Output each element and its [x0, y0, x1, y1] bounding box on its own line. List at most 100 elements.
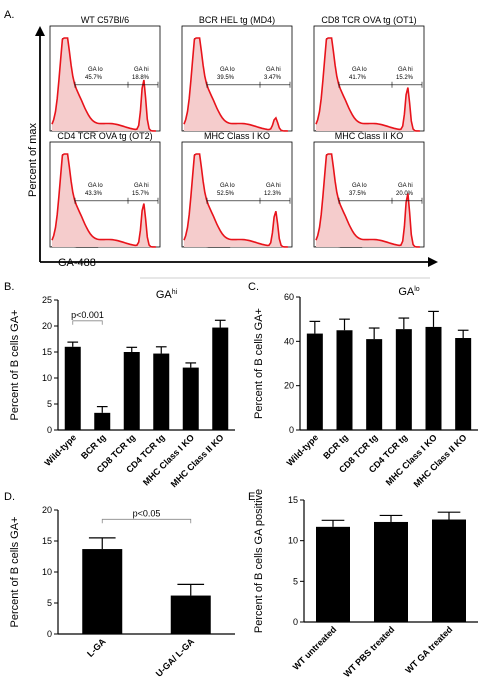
histogram-title: CD4 TCR OVA tg (OT2): [57, 131, 152, 141]
bar: [336, 330, 353, 430]
y-tick-label: 10: [288, 536, 298, 546]
gate-hi-label: GA hi: [398, 183, 413, 189]
bar: [170, 595, 211, 634]
bar: [306, 333, 323, 430]
significance-bracket: [72, 320, 103, 325]
significance-label: p<0.001: [71, 310, 104, 320]
gate-hi-label: GA hi: [266, 183, 281, 189]
histogram-panel: BCR HEL tg (MD4) GA lo 39.5% GA hi 3.47%: [181, 15, 293, 132]
category-label: MHC Class II KO: [412, 432, 469, 489]
gate-lo-percent: 52.5%: [217, 191, 235, 197]
gate-lo-percent: 41.7%: [349, 75, 367, 81]
bar: [94, 412, 111, 430]
chart-title-sup: lo: [414, 286, 420, 293]
category-label: MHC Class II KO: [169, 432, 226, 489]
sample-histogram-line: [315, 37, 421, 132]
panel-label-c: C.: [248, 281, 259, 293]
y-tick-label: 0: [47, 425, 52, 435]
bar: [123, 352, 140, 430]
histogram-panels: WT C57Bl/6 GA lo 45.7% GA hi 18.8% BCR HEL tg…: [49, 15, 425, 248]
bar: [425, 326, 442, 430]
chart-title-main: GA: [156, 289, 173, 301]
y-tick-label: 0: [47, 629, 52, 639]
bar: [316, 526, 350, 622]
significance-label: p<0.05: [133, 508, 161, 518]
bar: [395, 329, 412, 430]
gate-hi-label: GA hi: [266, 67, 281, 73]
category-label: MHC Class I KO: [384, 432, 439, 487]
gate-hi-percent: 3.47%: [264, 75, 282, 81]
histogram-title: BCR HEL tg (MD4): [199, 15, 275, 25]
chart-title: GAhi: [156, 289, 178, 301]
gate-hi-label: GA hi: [398, 67, 413, 73]
y-tick-label: 40: [284, 336, 294, 346]
gate-hi-percent: 20.0%: [396, 191, 414, 197]
sample-histogram-line: [183, 153, 289, 248]
gate-hi-percent: 15.2%: [396, 75, 414, 81]
y-tick-label: 20: [42, 505, 52, 515]
y-tick-label: 5: [47, 399, 52, 409]
gate-lo-label: GA lo: [220, 183, 235, 189]
y-tick-label: 0: [289, 425, 294, 435]
histogram-panel: CD4 TCR OVA tg (OT2) GA lo 43.3% GA hi 15.7%: [49, 131, 161, 248]
gate-lo-label: GA lo: [220, 67, 235, 73]
y-tick-label: 20: [42, 321, 52, 331]
bar: [212, 327, 229, 430]
histogram-ylabel: Percent of max: [27, 123, 39, 197]
chart-title-sup: hi: [172, 289, 178, 296]
gate-hi-percent: 15.7%: [132, 191, 150, 197]
bar: [374, 521, 408, 622]
y-tick-label: 10: [42, 567, 52, 577]
bar: [153, 353, 170, 430]
category-label: Wild-type: [285, 432, 321, 468]
category-label: Wild-type: [43, 432, 79, 468]
gate-hi-percent: 18.8%: [132, 75, 150, 81]
panel-label-b: B.: [4, 281, 14, 293]
sample-histogram-fill: [184, 154, 288, 247]
sample-histogram-fill: [52, 38, 156, 131]
category-label: BCR tg: [321, 432, 350, 461]
y-axis-label: Percent of B cells GA+: [9, 517, 21, 628]
significance-bracket: [101, 518, 192, 524]
bar: [182, 367, 199, 430]
sample-histogram-line: [183, 37, 289, 132]
y-tick-label: 10: [42, 373, 52, 383]
category-label: MHC Class I KO: [141, 432, 196, 487]
category-label: BCR tg: [79, 432, 108, 461]
gate-lo-label: GA lo: [352, 67, 367, 73]
category-label: L-GA: [85, 636, 108, 659]
bar: [455, 338, 472, 430]
sample-histogram-fill: [316, 154, 420, 247]
category-label: U-GA/ L-GA: [154, 636, 197, 679]
gate-hi-label: GA hi: [134, 67, 149, 73]
sample-histogram-line: [51, 37, 157, 132]
histogram-panel: WT C57Bl/6 GA lo 45.7% GA hi 18.8%: [49, 15, 161, 132]
y-axis-label: Percent of B cells GA+: [253, 308, 265, 419]
y-tick-label: 25: [42, 295, 52, 305]
gate-lo-label: GA lo: [88, 183, 103, 189]
y-tick-label: 0: [293, 617, 298, 627]
gate-lo-label: GA lo: [88, 67, 103, 73]
y-tick-label: 20: [284, 381, 294, 391]
sample-histogram-fill: [52, 154, 156, 247]
histogram-title: WT C57Bl/6: [81, 15, 129, 25]
gate-lo-percent: 45.7%: [85, 75, 103, 81]
sample-histogram-line: [51, 153, 157, 248]
gate-lo-label: GA lo: [352, 183, 367, 189]
histogram-xlabel: GA-488: [58, 257, 96, 269]
panel-label-a: A.: [4, 9, 14, 21]
y-axis-label: Percent of B cells GA+: [9, 310, 21, 421]
bar-chart-e: 0 5 10 15 Percent of B cells GA positive WT u…: [253, 489, 478, 679]
histogram-axes: [35, 26, 438, 267]
bar-chart-c: 0 20 40 60 Percent of B cells GA+ GAlo Wild-ty…: [253, 286, 478, 489]
histogram-title: MHC Class II KO: [335, 131, 404, 141]
chart-title: GAlo: [398, 286, 419, 298]
chart-title-main: GA: [398, 286, 415, 298]
bar: [366, 339, 383, 430]
histogram-panel: MHC Class I KO GA lo 52.5% GA hi 12.3%: [181, 131, 293, 248]
panel-label-d: D.: [4, 491, 15, 503]
y-tick-label: 5: [293, 576, 298, 586]
bar: [82, 549, 123, 634]
gate-lo-percent: 39.5%: [217, 75, 235, 81]
